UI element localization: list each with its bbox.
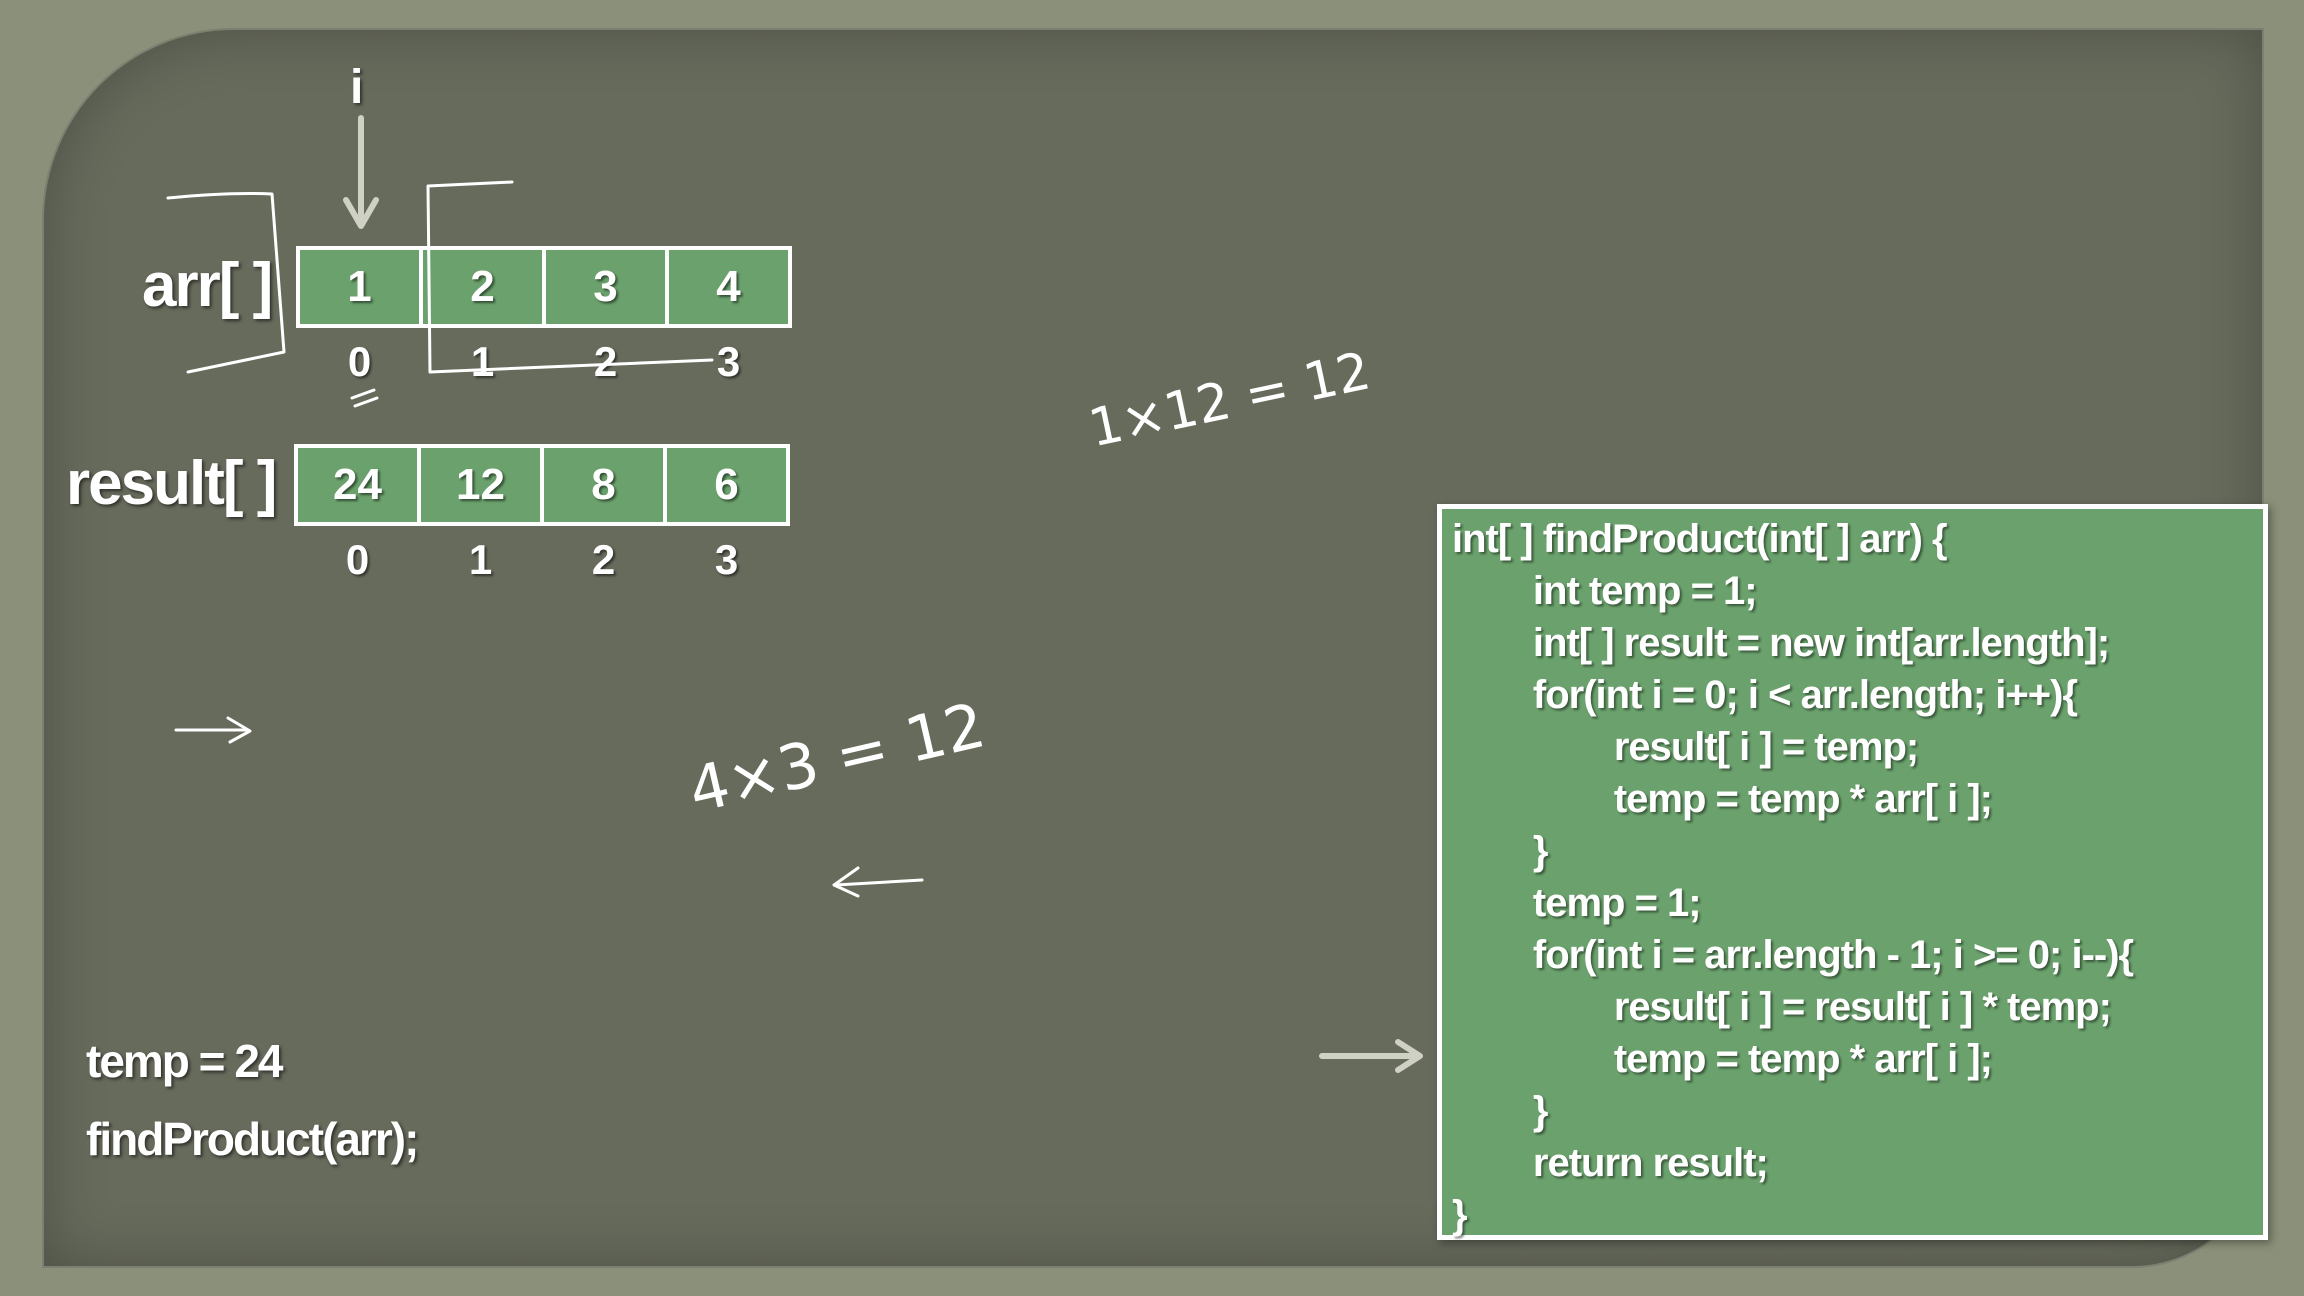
arr-cells: 1 2 3 4 — [296, 246, 792, 328]
arr-cell: 2 — [419, 246, 546, 328]
result-index: 1 — [468, 536, 493, 583]
bracket-subarray — [426, 180, 714, 374]
code-line: result[ i ] = result[ i ] * temp; — [1452, 985, 2112, 1029]
code-line: temp = temp * arr[ i ]; — [1452, 777, 1993, 821]
code-line: } — [1452, 829, 1549, 873]
result-cell: 12 — [417, 444, 544, 526]
code-line: result[ i ] = temp; — [1452, 725, 1919, 769]
result-cells: 24 12 8 6 — [294, 444, 790, 526]
arr-index: 0 — [347, 338, 372, 385]
temp-value: temp = 24 — [86, 1035, 283, 1087]
result-index: 3 — [714, 536, 739, 583]
code-line: temp = 1; — [1452, 881, 1702, 925]
code-line: } — [1452, 1193, 1468, 1237]
arr-cell: 4 — [665, 246, 792, 328]
code-line: for(int i = 0; i < arr.length; i++){ — [1452, 673, 2078, 717]
index-tick — [350, 388, 379, 408]
arrow-to-code-icon — [1319, 1039, 1423, 1073]
arr-index: 2 — [593, 338, 618, 385]
arrow-right-sketch — [174, 716, 252, 744]
result-label: result[ ] — [66, 449, 277, 518]
pointer-label: i — [350, 61, 363, 114]
result-index: 0 — [345, 536, 370, 583]
code-line: int[ ] result = new int[arr.length]; — [1452, 621, 2110, 665]
arr-cell: 3 — [542, 246, 669, 328]
result-cell: 6 — [663, 444, 790, 526]
arr-index: 3 — [716, 338, 741, 385]
arrow-left-sketch — [832, 866, 924, 898]
arr-indices: 0 1 2 3 — [296, 338, 792, 386]
arr-label: arr[ ] — [142, 251, 273, 320]
code-line: int[ ] findProduct(int[ ] arr) { — [1452, 517, 1948, 561]
function-call: findProduct(arr); — [86, 1113, 419, 1165]
bracket-arr-label — [166, 192, 286, 374]
code-line: for(int i = arr.length - 1; i >= 0; i--)… — [1452, 933, 2134, 977]
result-indices: 0 1 2 3 — [294, 536, 790, 584]
code-line: int temp = 1; — [1452, 569, 1758, 613]
code-panel: int[ ] findProduct(int[ ] arr) { int tem… — [1437, 504, 2268, 1240]
result-cell: 24 — [294, 444, 421, 526]
arr-index: 1 — [470, 338, 495, 385]
code-line: temp = temp * arr[ i ]; — [1452, 1037, 1993, 1081]
pointer-arrow-icon — [343, 115, 379, 229]
code-line: } — [1452, 1089, 1549, 1133]
code-line: return result; — [1452, 1141, 1769, 1185]
result-index: 2 — [591, 536, 616, 583]
